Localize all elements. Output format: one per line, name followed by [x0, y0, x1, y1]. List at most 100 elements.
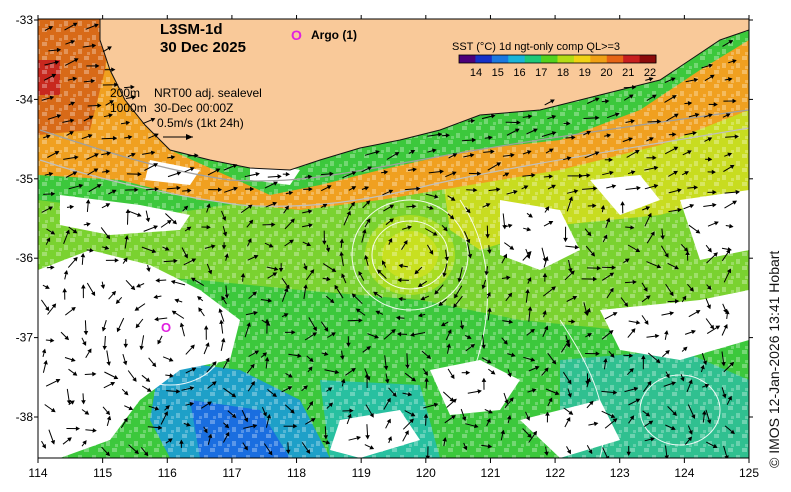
current-vector-head	[190, 344, 195, 350]
current-vector-head	[75, 426, 81, 431]
current-vector-head	[583, 310, 589, 316]
current-vector-head	[487, 307, 492, 313]
current-vector-head	[713, 102, 718, 107]
current-vector-head	[309, 269, 315, 274]
current-vector-head	[43, 359, 48, 365]
current-vector-head	[443, 226, 448, 232]
x-tick-label: 123	[610, 466, 630, 480]
current-vector-head	[586, 130, 592, 135]
current-vector-head	[707, 247, 712, 253]
vector-scale-label: 0.5m/s (1kt 24h)	[157, 116, 244, 130]
current-vector-head	[91, 291, 96, 297]
y-tick-label: -35	[16, 172, 34, 186]
y-axis: -33 -34 -35 -36 -37 -38	[16, 13, 753, 424]
current-vector-head	[506, 414, 512, 420]
product-title: L3SM-1d	[160, 21, 223, 38]
current-vector-head	[470, 118, 476, 124]
current-vector-head	[225, 431, 230, 437]
current-vector-head	[70, 101, 76, 106]
current-vector-head	[635, 320, 641, 325]
current-vector-head	[189, 167, 195, 172]
colorbar-tick-label: 18	[557, 67, 569, 79]
current-vector-head	[612, 312, 618, 317]
current-vector-head	[707, 285, 712, 290]
colorbar-title: SST (°C) 1d ngt-only comp QL>=3	[452, 41, 620, 53]
current-vector-head	[375, 310, 381, 315]
current-vector-head	[303, 265, 308, 271]
current-vector-head	[531, 173, 536, 178]
colorbar-tick-label: 20	[600, 67, 612, 79]
current-vector-head	[611, 184, 617, 189]
current-vector-head	[388, 237, 393, 243]
current-vector-head	[187, 188, 192, 194]
current-vector-head	[457, 277, 462, 283]
current-vector-head	[41, 348, 47, 354]
current-vector-head	[206, 203, 211, 208]
current-vector-head	[108, 113, 114, 118]
current-vector-head	[474, 423, 479, 429]
current-vector-head	[628, 94, 634, 99]
current-vector-head	[420, 296, 426, 301]
current-vector-head	[403, 239, 408, 245]
current-vector-head	[398, 296, 403, 302]
current-vector-head	[364, 186, 370, 191]
current-vector-head	[407, 391, 413, 397]
current-vector-head	[94, 23, 99, 28]
current-vector-head	[527, 433, 532, 438]
current-vector-head	[168, 357, 174, 362]
current-vector-head	[86, 222, 91, 227]
current-vector-head	[655, 333, 660, 339]
current-vector-head	[253, 254, 259, 260]
current-vector-head	[600, 204, 606, 210]
current-vector-head	[293, 423, 298, 429]
x-tick-label: 116	[158, 466, 177, 480]
current-vector-head	[610, 353, 615, 358]
current-vector-head	[272, 392, 277, 398]
current-vector-head	[50, 338, 55, 343]
current-vector-head	[367, 166, 373, 171]
current-vector-head	[442, 437, 447, 442]
current-vector-head	[682, 295, 687, 301]
current-vector-head	[247, 238, 252, 243]
argo-float-marker[interactable]: O	[161, 320, 171, 335]
current-vector-head	[628, 137, 633, 142]
current-vector-head	[414, 269, 420, 275]
x-tick-label: 125	[739, 466, 759, 480]
current-vector-head	[445, 133, 451, 138]
depth-200m-label: 200m	[110, 86, 140, 100]
x-tick-label: 124	[674, 466, 694, 480]
current-vector-head	[69, 204, 75, 210]
current-vector-head	[253, 310, 258, 316]
current-vector-head	[626, 451, 631, 456]
current-vector-head	[507, 372, 512, 378]
current-vector-head	[91, 43, 97, 49]
current-vector-head	[128, 406, 134, 411]
current-vector-head	[510, 152, 515, 158]
current-vector-head	[377, 269, 382, 274]
current-vector-head	[287, 386, 293, 391]
current-vector-head	[266, 413, 272, 419]
current-vector-head	[50, 407, 56, 413]
current-vector-head	[131, 95, 137, 100]
current-vector-head	[593, 421, 599, 427]
current-vector-head	[277, 174, 282, 179]
current-vector-head	[725, 113, 731, 118]
current-vector-head	[656, 119, 662, 124]
current-vector-head	[672, 132, 677, 137]
current-vector-head	[110, 381, 116, 386]
current-vector-head	[105, 410, 111, 416]
current-vector-head	[706, 304, 711, 310]
current-vector-head	[72, 76, 78, 82]
current-vector-head	[64, 335, 70, 341]
current-vector-head	[449, 214, 455, 220]
current-vector-head	[111, 290, 117, 296]
current-vector-head	[92, 428, 97, 433]
current-vector-head	[123, 417, 128, 423]
current-vector-head	[339, 251, 344, 256]
current-vector-head	[516, 120, 521, 125]
current-vector-head	[339, 355, 345, 360]
current-vector-head	[573, 189, 579, 194]
current-vector-head	[346, 342, 351, 348]
current-vector-head	[544, 451, 549, 456]
current-vector-head	[189, 401, 195, 407]
